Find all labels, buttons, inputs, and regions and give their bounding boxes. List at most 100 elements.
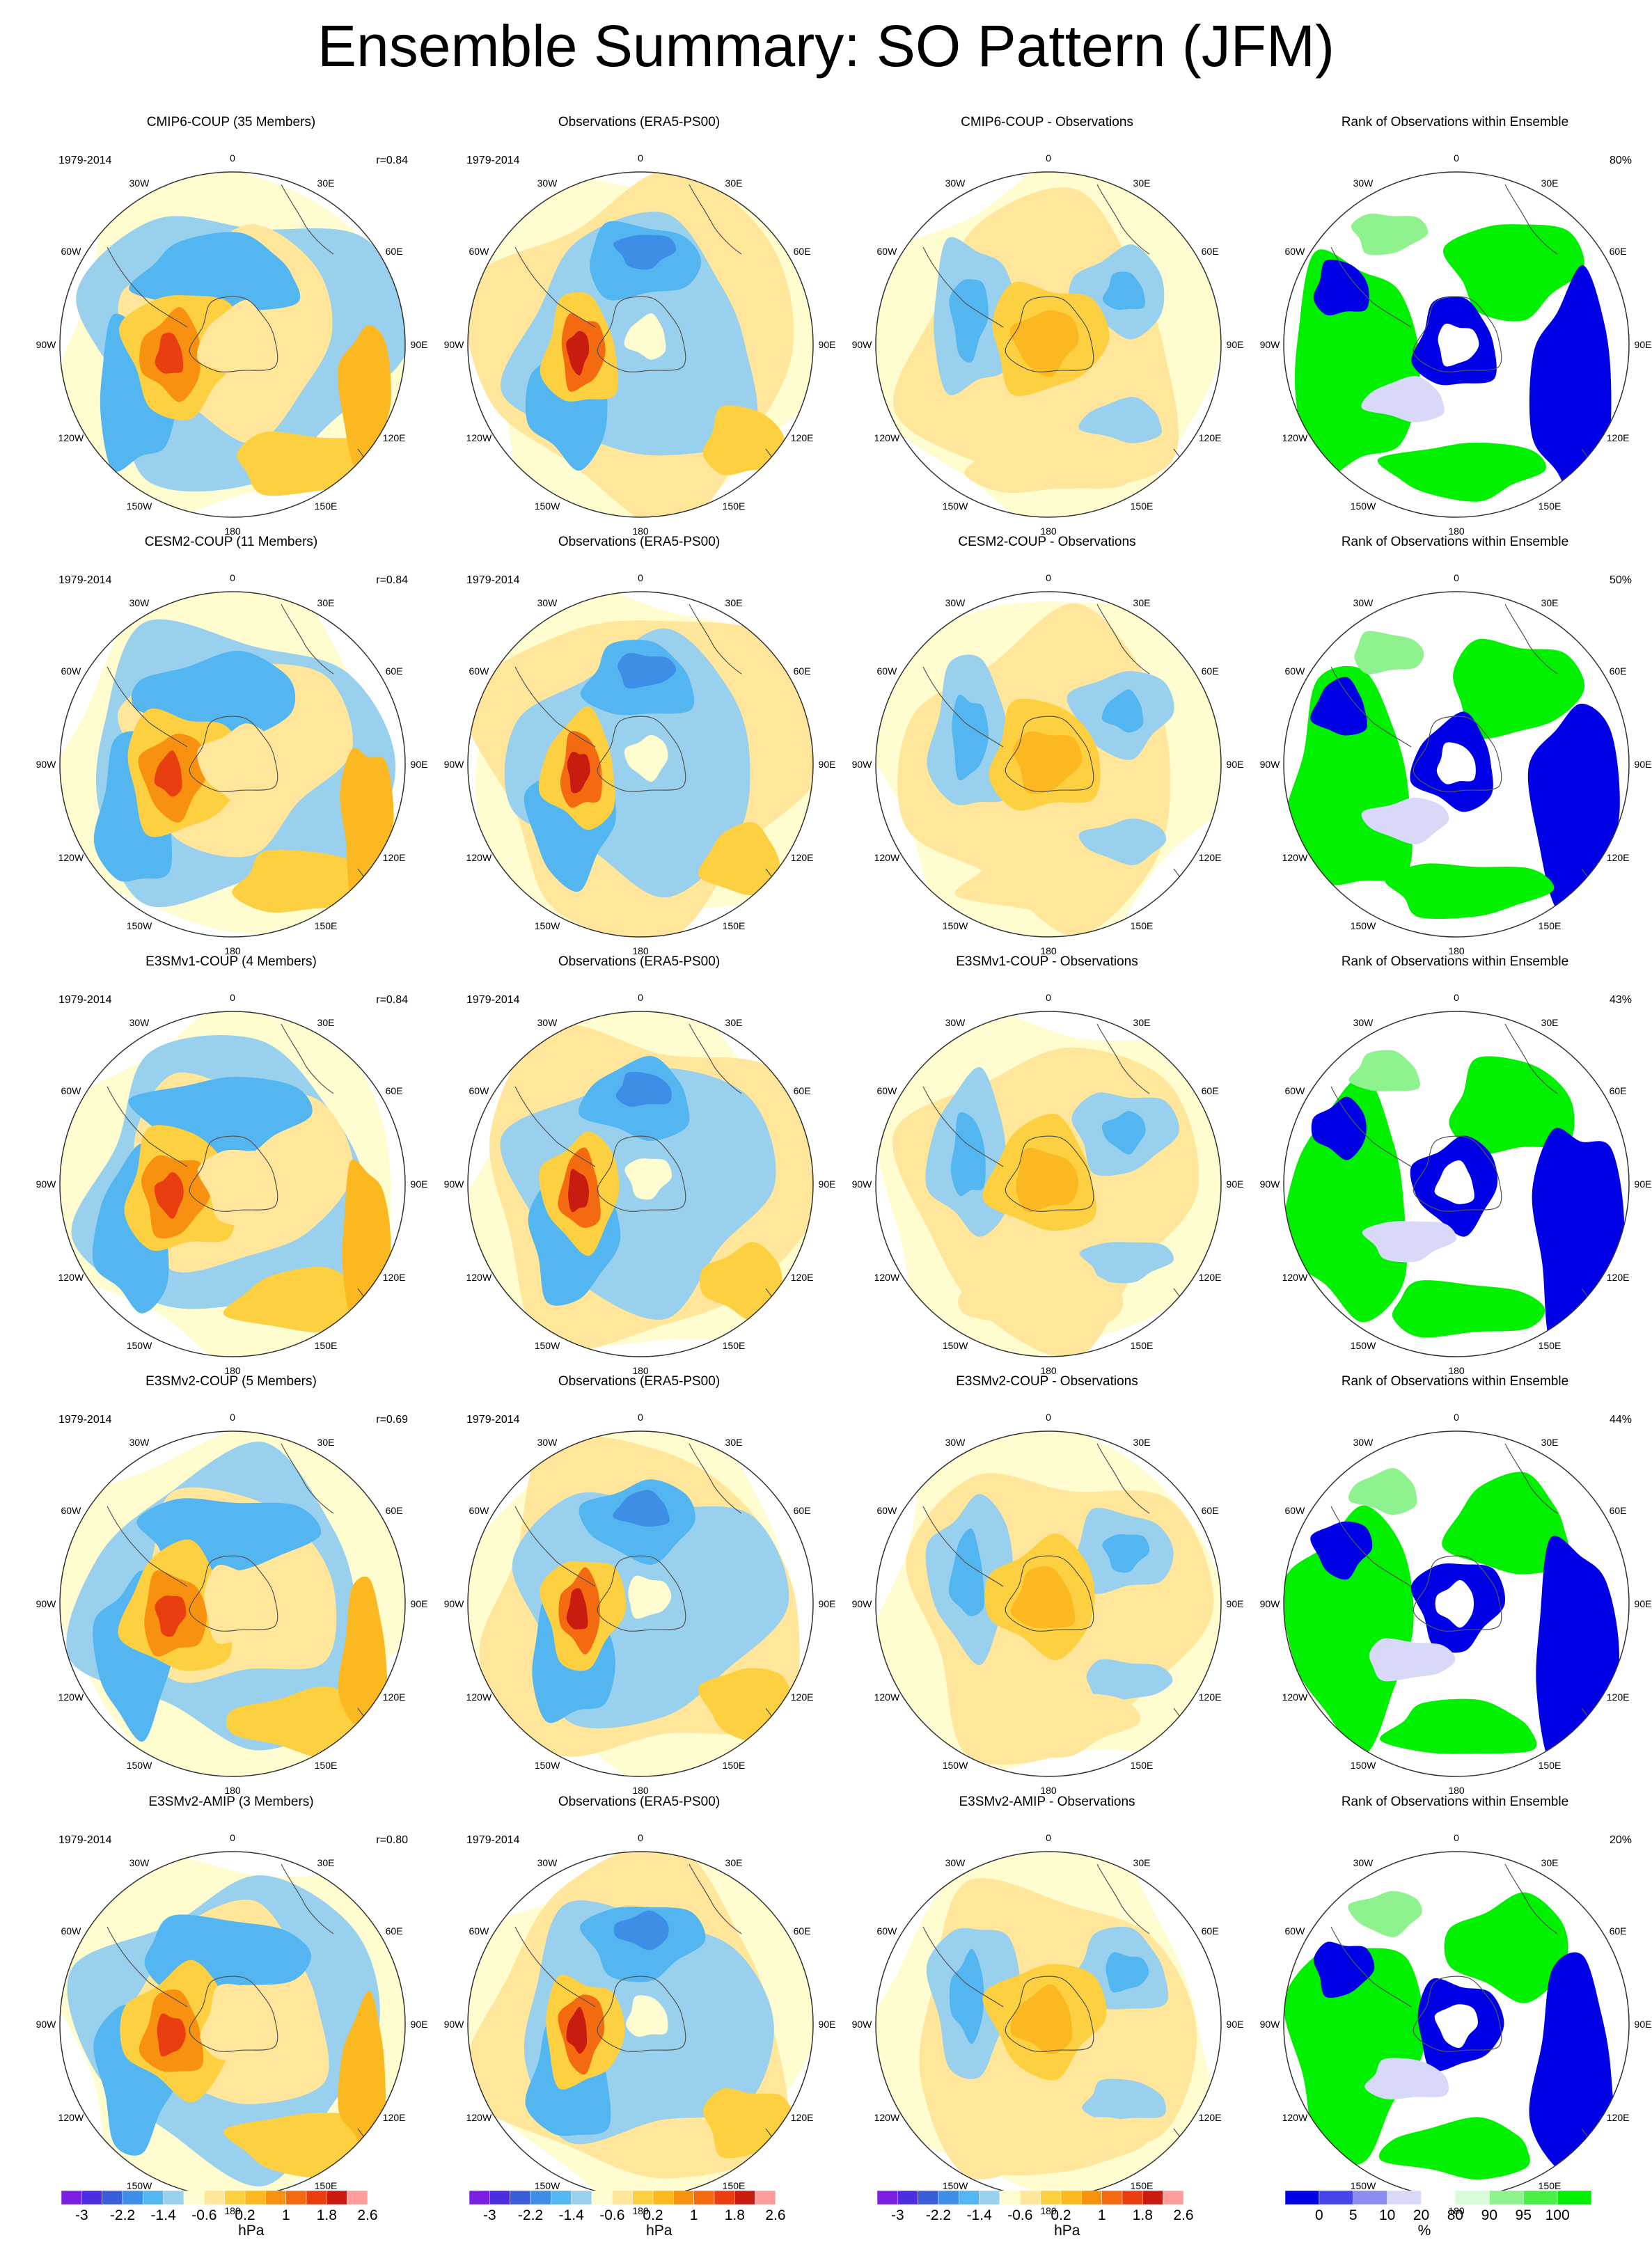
longitude-label: 150E bbox=[1130, 2180, 1154, 2192]
longitude-label: 60W bbox=[1284, 1085, 1305, 1096]
longitude-label: 90E bbox=[1634, 1598, 1652, 1609]
field-region bbox=[964, 2112, 1147, 2176]
map-border bbox=[1283, 1430, 1630, 1777]
field-region bbox=[952, 694, 989, 781]
field-region bbox=[200, 1984, 278, 2060]
longitude-label: 30E bbox=[1541, 177, 1559, 189]
panel-title: E3SMv2-COUP (5 Members) bbox=[145, 1374, 317, 1389]
map-panel: E3SMv2-COUP - Observations 0 30E 60E 90E 120E… bbox=[845, 1374, 1249, 1796]
longitude-label: 60W bbox=[469, 1085, 489, 1096]
panel-title: Observations (ERA5-PS00) bbox=[558, 1795, 721, 1809]
africa-coastline bbox=[1096, 1443, 1150, 1514]
colorbar-swatch bbox=[591, 2191, 613, 2205]
longitude-label: 150E bbox=[1538, 1340, 1561, 1352]
longitude-label: 120E bbox=[382, 432, 406, 443]
longitude-label: 60W bbox=[1284, 1925, 1305, 1937]
south-america-coastline bbox=[922, 1086, 1004, 1167]
polar-map-graphic bbox=[467, 171, 814, 518]
australia-coastline bbox=[1173, 868, 1202, 918]
field-region bbox=[1082, 2079, 1166, 2121]
polar-map: 0 30E 60E 90E 120E 150E 180 150W 120W 90W 60W 30W bbox=[36, 992, 428, 1376]
longitude-label: 30W bbox=[945, 1436, 966, 1448]
field-region bbox=[1385, 863, 1555, 920]
map-panel: CMIP6-COUP - Observations 0 30E 60E 90E 120E 1… bbox=[845, 115, 1249, 537]
panel-period: 1979-2014 bbox=[466, 994, 520, 1006]
colorbar-swatch bbox=[327, 2191, 347, 2205]
field-region bbox=[1079, 1242, 1174, 1284]
longitude-label: 120E bbox=[382, 2112, 406, 2123]
colorbar-swatch bbox=[1163, 2191, 1183, 2205]
longitude-label: 60W bbox=[1284, 665, 1305, 677]
longitude-label: 180 bbox=[1040, 945, 1057, 956]
longitude-label: 30W bbox=[945, 597, 966, 608]
antarctica-coastline bbox=[597, 1135, 686, 1212]
map-panel: CMIP6-COUP (35 Members) 1979-2014 r=0.84 0 3… bbox=[29, 115, 433, 537]
antarctica-coastline bbox=[189, 1976, 278, 2052]
polar-map: 0 30E 60E 90E 120E 150E 180 150W 120W 90W 60W 30W bbox=[444, 572, 836, 956]
polar-map-graphic bbox=[467, 1011, 814, 1357]
longitude-label: 60W bbox=[469, 1925, 489, 1937]
antarctica-coastline bbox=[189, 716, 278, 792]
longitude-label: 180 bbox=[1448, 1785, 1465, 1796]
field-region bbox=[1361, 797, 1449, 844]
colorbar-swatch bbox=[571, 2191, 592, 2205]
longitude-label: 180 bbox=[632, 526, 649, 537]
colorbar-swatch bbox=[1557, 2191, 1591, 2205]
field-region bbox=[1016, 1147, 1078, 1213]
longitude-label: 30W bbox=[537, 177, 558, 189]
colorbar-swatch bbox=[469, 2191, 490, 2205]
colorbar-swatch bbox=[1421, 2191, 1456, 2205]
longitude-label: 60W bbox=[61, 1085, 81, 1096]
south-america-coastline bbox=[1330, 246, 1412, 328]
polar-map: 0 30E 60E 90E 120E 150E 180 150W 120W 90W 60W 30W bbox=[444, 992, 836, 1376]
colorbar-swatch bbox=[285, 2191, 307, 2205]
polar-map: 0 30E 60E 90E 120E 150E 180 150W 120W 90W 60W 30W bbox=[36, 1412, 428, 1796]
field-region bbox=[1078, 818, 1167, 865]
field-region bbox=[1369, 1638, 1456, 1682]
colorbar-swatch bbox=[938, 2191, 959, 2205]
field-region bbox=[1012, 731, 1083, 794]
longitude-label: 180 bbox=[632, 1785, 649, 1796]
longitude-label: 120W bbox=[874, 432, 900, 443]
longitude-label: 0 bbox=[1454, 572, 1459, 583]
longitude-label: 150W bbox=[126, 1760, 152, 1772]
africa-coastline bbox=[1096, 1863, 1150, 1934]
panel-period: 1979-2014 bbox=[58, 1414, 112, 1426]
panel-period: 1979-2014 bbox=[58, 155, 112, 166]
field-region bbox=[613, 1910, 669, 1950]
longitude-label: 150E bbox=[1538, 2180, 1561, 2192]
longitude-label: 150E bbox=[314, 1340, 338, 1352]
field-region bbox=[338, 1576, 388, 1728]
antarctica-coastline bbox=[189, 296, 278, 372]
longitude-label: 90E bbox=[1634, 759, 1652, 770]
colorbar-tick-label: -3 bbox=[74, 2207, 88, 2223]
longitude-label: 180 bbox=[632, 1365, 649, 1376]
colorbar-tick-label: 1 bbox=[281, 2207, 290, 2223]
longitude-label: 150W bbox=[126, 1340, 152, 1352]
field-region bbox=[954, 846, 1126, 913]
longitude-label: 30E bbox=[317, 1436, 335, 1448]
colorbar-swatch bbox=[673, 2191, 694, 2205]
longitude-label: 0 bbox=[1046, 1412, 1051, 1423]
longitude-label: 60E bbox=[793, 246, 811, 257]
map-border bbox=[59, 1011, 406, 1357]
panel-title: Rank of Observations within Ensemble bbox=[1341, 954, 1569, 969]
antarctica-coastline bbox=[597, 296, 686, 372]
field-region bbox=[129, 232, 301, 311]
colorbar-swatch bbox=[1319, 2191, 1354, 2205]
field-region bbox=[340, 748, 394, 901]
longitude-label: 30W bbox=[129, 1436, 150, 1448]
longitude-label: 150W bbox=[1350, 2180, 1376, 2192]
field-region bbox=[1354, 631, 1424, 675]
map-border bbox=[875, 1430, 1222, 1777]
colorbar-swatch bbox=[265, 2191, 286, 2205]
panel-stat: 43% bbox=[1609, 994, 1632, 1006]
longitude-label: 120E bbox=[790, 1692, 814, 1703]
longitude-label: 150E bbox=[722, 1340, 746, 1352]
africa-coastline bbox=[281, 1023, 334, 1094]
colorbar-swatch bbox=[1353, 2191, 1387, 2205]
longitude-label: 60W bbox=[876, 1085, 897, 1096]
longitude-label: 90W bbox=[36, 2019, 56, 2030]
panel-title: Observations (ERA5-PS00) bbox=[558, 954, 721, 969]
longitude-label: 90W bbox=[1259, 759, 1280, 770]
